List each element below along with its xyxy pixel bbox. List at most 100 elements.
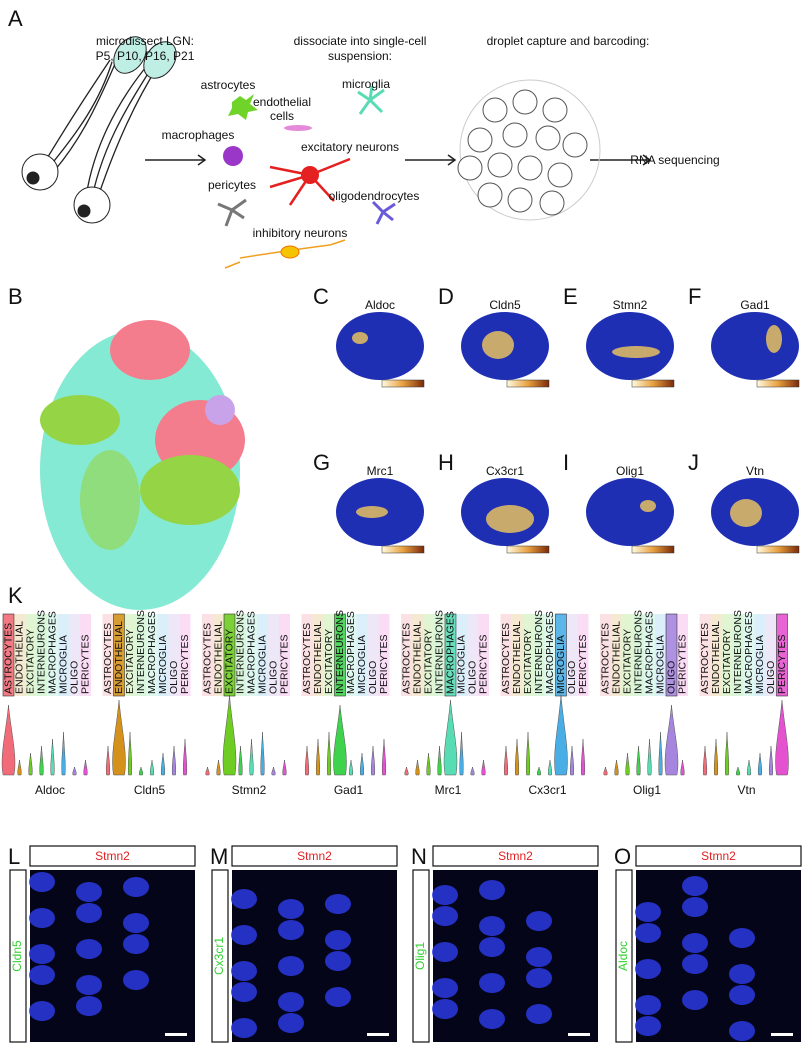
violin <box>713 738 719 776</box>
violin <box>333 704 347 776</box>
cell-type-label: MACROPHAGES <box>146 611 158 694</box>
micrograph <box>232 870 397 1042</box>
micrograph <box>636 870 801 1042</box>
violin <box>205 766 210 776</box>
nucleus <box>29 872 55 892</box>
cell-type-label: PERICYTES <box>79 634 91 694</box>
panel-label: D <box>438 284 454 309</box>
violin <box>775 699 789 776</box>
cell-type-label: ENDOTHELIAL <box>511 621 523 694</box>
violin <box>404 766 409 776</box>
tsne-thumb <box>586 478 674 546</box>
cell-type-label: INTERNEURONS <box>433 610 445 694</box>
violin <box>39 745 44 776</box>
cell-type-label: MICROGLIA <box>157 635 169 694</box>
violin <box>1 704 16 776</box>
header-cell <box>677 614 688 696</box>
step-text: suspension: <box>328 49 392 63</box>
nucleus <box>479 916 505 936</box>
gene-title: Stmn2 <box>613 298 648 312</box>
cell-type-label: ENDOTHELIAL <box>13 621 25 694</box>
probe-label: Stmn2 <box>297 849 332 863</box>
cell-type-label: OLIGO <box>466 661 478 694</box>
cell-type-label: EXCITATORY <box>124 629 136 694</box>
cell-type-label: ENDOTHELIAL <box>411 621 423 694</box>
cell-type-label: EXCITATORY <box>422 629 434 694</box>
nucleus <box>635 995 661 1015</box>
nucleus <box>432 999 458 1019</box>
scale-bar <box>568 1033 590 1036</box>
violin <box>547 759 553 776</box>
violin <box>470 766 475 776</box>
step-text: dissociate into single-cell <box>294 34 427 48</box>
violin <box>525 731 531 776</box>
header-cell <box>511 614 523 696</box>
gene-title: Cx3cr1 <box>486 464 524 478</box>
cell-type-label: PERICYTES <box>477 634 489 694</box>
nucleus <box>729 985 755 1005</box>
cell-type-label: ASTROCYTES <box>2 623 14 694</box>
panel-label: C <box>313 284 329 309</box>
cell-type-label: PERICYTES <box>676 634 688 694</box>
nucleus <box>231 961 257 981</box>
gene-title: Cldn5 <box>489 298 521 312</box>
cell-type-label: ASTROCYTES <box>599 623 611 694</box>
nucleus <box>231 889 257 909</box>
cell-type-label: MACROPHAGES <box>245 611 257 694</box>
expression-patch <box>356 506 388 518</box>
nucleus <box>29 965 55 985</box>
violin <box>735 766 741 776</box>
micrograph <box>433 870 598 1042</box>
expression-patch <box>486 505 534 533</box>
micrograph <box>30 870 195 1042</box>
tsne-thumb <box>336 312 424 380</box>
nucleus <box>432 906 458 926</box>
violin <box>658 731 663 776</box>
expression-patch <box>612 346 660 358</box>
expression-patch <box>482 331 514 359</box>
cell-type-label: MICROGLIA <box>754 635 766 694</box>
nucleus <box>635 923 661 943</box>
nucleus <box>76 882 102 902</box>
violin <box>580 738 586 776</box>
header-cell <box>522 614 534 696</box>
panel-a-art <box>21 36 652 224</box>
color-bar <box>381 545 425 554</box>
nucleus <box>325 894 351 914</box>
header-cell <box>25 614 36 696</box>
cell-label: endothelial <box>253 95 311 109</box>
cell-type-label: MICROGLIA <box>654 635 666 694</box>
counterstain-label: Aldoc <box>616 941 630 971</box>
cell-type-label: ASTROCYTES <box>500 623 512 694</box>
panel-label: G <box>313 450 330 475</box>
violin <box>249 738 254 776</box>
probe-label: Stmn2 <box>498 849 533 863</box>
cell-type-label: OLIGO <box>765 661 777 694</box>
step-text: droplet capture and barcoding: <box>487 34 650 48</box>
nucleus <box>325 951 351 971</box>
header-cell <box>345 614 357 696</box>
gene-title: Aldoc <box>365 298 395 312</box>
header-cell <box>80 614 91 696</box>
side-box <box>615 869 633 1043</box>
violin <box>381 738 387 776</box>
violin <box>757 752 763 776</box>
side-box <box>9 869 27 1043</box>
cell-label: microglia <box>342 77 390 91</box>
step-text: P5, P10, P16, P21 <box>96 49 195 63</box>
violin <box>415 759 420 776</box>
header-cell <box>323 614 335 696</box>
scale-bar <box>771 1033 793 1036</box>
scale-bar <box>367 1033 389 1036</box>
header-cell <box>202 614 213 696</box>
header-cell <box>655 614 666 696</box>
panel-label: L <box>8 844 20 869</box>
counterstain-label: Cldn5 <box>10 940 24 972</box>
cell-type-label: OLIGO <box>68 661 80 694</box>
color-bar <box>631 379 675 388</box>
cell-label: inhibitory neurons <box>253 226 348 240</box>
header-cell <box>301 614 313 696</box>
nucleus <box>76 903 102 923</box>
nucleus <box>123 913 149 933</box>
